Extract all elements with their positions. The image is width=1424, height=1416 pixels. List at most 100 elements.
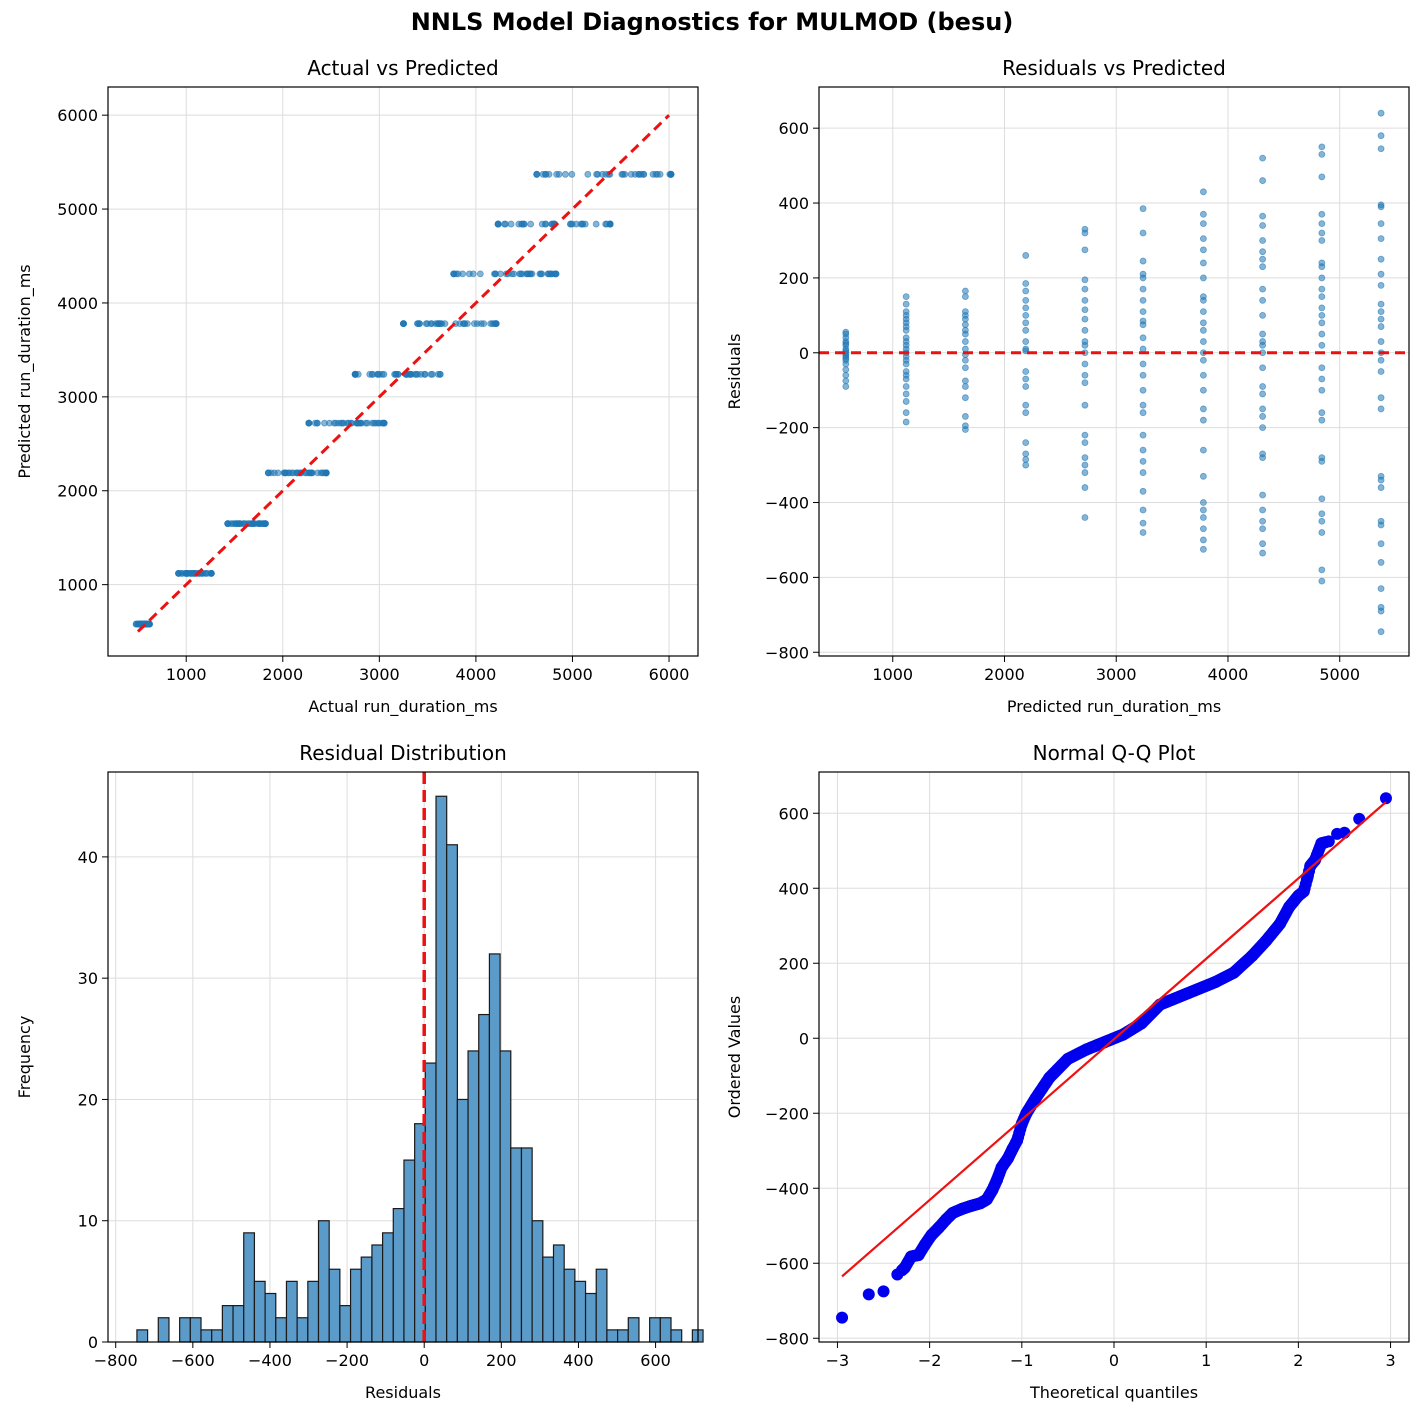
histogram-bar [328,1268,341,1343]
scatter-point [1139,409,1147,417]
y-tick-label: −200 [765,1104,809,1123]
qq-point [836,1311,849,1324]
histogram-bar [200,1329,213,1343]
scatter-point [1022,326,1030,334]
scatter-point [961,338,969,345]
histogram-bar [189,1317,202,1343]
histogram-bar [392,1207,405,1343]
scatter-point [961,394,969,402]
scatter-point [1259,212,1267,220]
scatter-point [460,320,468,328]
scatter-point [842,383,850,390]
x-axis-label: Actual run_duration_ms [308,697,497,717]
scatter-point [1199,499,1207,506]
y-tick-label: 200 [778,269,809,288]
scatter-point [459,270,467,278]
y-tick-label: 6000 [57,106,98,125]
scatter-point [902,409,910,417]
scatter-point [961,287,969,295]
scatter-point [1199,472,1207,480]
qq-point [862,1288,875,1301]
scatter-point [1377,203,1385,211]
scatter-point [1377,559,1385,566]
y-tick-label: 0 [799,344,809,363]
scatter-point [187,569,195,577]
scatter-point [423,320,431,328]
scatter-point [1081,229,1089,237]
scatter-point [491,270,499,278]
scatter-point [1022,287,1030,295]
scatter-point [1259,248,1267,256]
histogram-bar [563,1268,576,1343]
scatter-point [842,377,850,385]
scatter-point [1377,315,1385,323]
scatter-point [1081,326,1089,334]
scatter-point [1081,431,1089,439]
qq-fit-line [841,801,1387,1278]
scatter-point [1199,338,1207,345]
scatter-point [1081,401,1089,409]
scatter-point [1377,394,1385,402]
scatter-point [1022,409,1030,417]
scatter-point [1199,446,1207,454]
scatter-point [255,520,263,528]
scatter-point [1022,456,1030,463]
scatter-point [1318,304,1326,312]
scatter-point [1139,229,1147,237]
chart-title: Normal Q-Q Plot [1033,741,1196,765]
scatter-point [1139,257,1147,265]
scatter-point [317,469,325,477]
gridlines [819,87,1409,656]
scatter-point [1259,549,1267,557]
scatter-point [1022,383,1030,390]
scatter-point [428,370,436,378]
scatter-point [1139,308,1147,316]
scatter-point [1259,413,1267,420]
scatter-point [1318,529,1326,536]
scatter-point [1318,220,1326,228]
histogram-bar [435,795,448,1343]
scatter-point [412,370,420,378]
chart-title: Actual vs Predicted [307,56,499,80]
scatter-point [1377,255,1385,263]
scatter-point [369,370,376,378]
plot-frame [107,771,699,1343]
scatter-point [1022,401,1030,409]
scatter-point [1259,383,1267,390]
scatter-point [281,469,289,477]
scatter-point [1022,375,1030,383]
panel-residual-distribution: −800 −600 −400 −200 0 200 400 600 0 10 20 30 40 Resid… [15,741,704,1402]
panel-actual-vs-predicted: 1000 2000 3000 4000 5000 6000 1000 2000 3000 4000… [15,56,699,717]
scatter-point [1022,319,1030,327]
scatter-point [902,398,910,405]
scatter-point [527,220,535,228]
scatter-point [1318,150,1326,158]
scatter-point [1259,454,1267,461]
histogram-bars [136,795,704,1343]
scatter-point [1377,323,1385,330]
scatter-point [1139,469,1147,476]
panel-normal-qq: −3 −2 −1 0 1 2 3 −800 −600 −400 −200 0 200 400 600 Norm… [725,741,1410,1402]
scatter-point [1318,285,1326,293]
scatter-point [1377,368,1385,375]
scatter-point [305,419,313,427]
scatter-point [1377,132,1385,140]
x-tick-label: −200 [325,1351,369,1370]
scatter-point [842,330,850,338]
x-tick-label: 2000 [984,665,1025,684]
histogram-bar [446,844,458,1343]
x-tick-label: 1000 [166,665,207,684]
y-axis-label: Frequency [15,1016,34,1099]
scatter-point [555,170,563,178]
scatter-point [1081,484,1089,491]
histogram-bar [317,1220,330,1343]
scatter-point [414,320,422,328]
scatter-point [842,371,850,379]
histogram-bar [542,1256,555,1343]
panel-residuals-vs-predicted: 1000 2000 3000 4000 5000 −800 −600 −400 −200 0 200… [725,56,1410,717]
y-axis-label: Ordered Values [725,996,744,1118]
scatter-point [1139,446,1147,454]
scatter-point [1318,263,1326,271]
scatter-point [602,170,610,178]
histogram-bar [499,1050,512,1343]
